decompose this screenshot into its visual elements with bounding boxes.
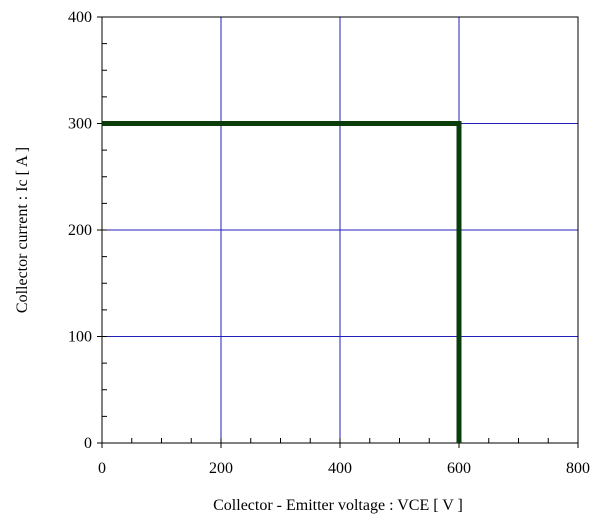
y-tick-label: 100 xyxy=(68,329,92,346)
y-tick-label: 0 xyxy=(84,435,92,452)
y-tick-label: 300 xyxy=(68,116,92,133)
x-tick-label: 400 xyxy=(328,460,352,477)
y-tick-label: 200 xyxy=(68,222,92,239)
series-line xyxy=(102,121,462,443)
series-group xyxy=(102,121,462,443)
x-tick-label: 800 xyxy=(566,460,590,477)
x-axis-title: Collector - Emitter voltage : VCE [ V ] xyxy=(213,497,463,514)
y-tick-label: 400 xyxy=(68,9,92,26)
grid xyxy=(102,17,578,443)
x-tick-labels: 0 200 400 600 800 xyxy=(98,460,590,477)
x-tick-label: 0 xyxy=(98,460,106,477)
minor-ticks xyxy=(97,16,579,448)
y-axis-title: Collector current : Ic [ A ] xyxy=(14,147,31,313)
x-tick-label: 200 xyxy=(209,460,233,477)
y-tick-labels: 0 100 200 300 400 xyxy=(68,9,92,452)
x-tick-label: 600 xyxy=(447,460,471,477)
